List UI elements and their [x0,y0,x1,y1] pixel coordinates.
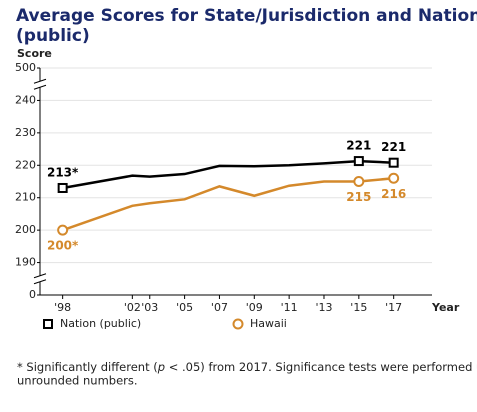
marker [353,156,364,167]
footnote-text: * Significantly different ( [17,360,158,374]
y-tick-label: 200 [15,223,36,236]
marker [353,176,365,187]
y-tick-label: 190 [15,256,36,269]
x-tick-label: '15 [350,301,367,314]
footnote-text: p [157,360,165,374]
x-tick-label: '03 [141,301,158,314]
x-tick-label: '05 [176,301,193,314]
y-tick-label: 210 [15,191,36,204]
data-label: 221 [346,139,371,153]
y-axis-label: Score [17,47,52,60]
data-label: 216 [381,187,406,201]
data-label: 213* [47,165,79,179]
y-tick-label: 220 [15,158,36,171]
legend-marker [232,318,244,330]
x-tick-label: '17 [385,301,402,314]
x-tick-label: '09 [246,301,263,314]
data-label: 221 [381,140,406,154]
x-tick-label: '98 [54,301,71,314]
x-tick-label: '02 [124,301,141,314]
y-tick-label: 0 [29,288,36,301]
footnote-text: < .05) from 2017. Significance tests wer… [165,360,477,374]
x-tick-label: '13 [315,301,332,314]
axis-break-gap [35,275,45,282]
legend-marker [43,319,53,329]
legend-label: Nation (public) [60,317,141,330]
chart-title: (public) [16,26,90,46]
y-tick-label: 500 [15,61,36,74]
x-axis-label: Year [431,301,460,314]
y-tick-label: 240 [15,93,36,106]
chart-title: Average Scores for State/Jurisdiction an… [16,6,477,26]
marker [388,172,400,184]
marker [388,157,399,168]
axis-break [33,279,47,285]
series-line [62,177,394,232]
footnote: unrounded numbers. [17,374,138,388]
data-label: 215 [346,190,371,204]
x-tick-label: '07 [211,301,228,314]
axis-break-gap [35,81,45,88]
footnote: * Significantly different (p < .05) from… [17,360,477,374]
legend-label: Hawaii [250,317,287,330]
axis-break [33,78,47,84]
axis-break [33,273,47,279]
x-tick-label: '11 [281,301,298,314]
data-label: 200* [47,239,79,253]
marker [57,182,68,193]
axis-break [33,84,47,90]
series-line [62,159,394,190]
y-tick-label: 230 [15,126,36,139]
marker [57,224,69,236]
